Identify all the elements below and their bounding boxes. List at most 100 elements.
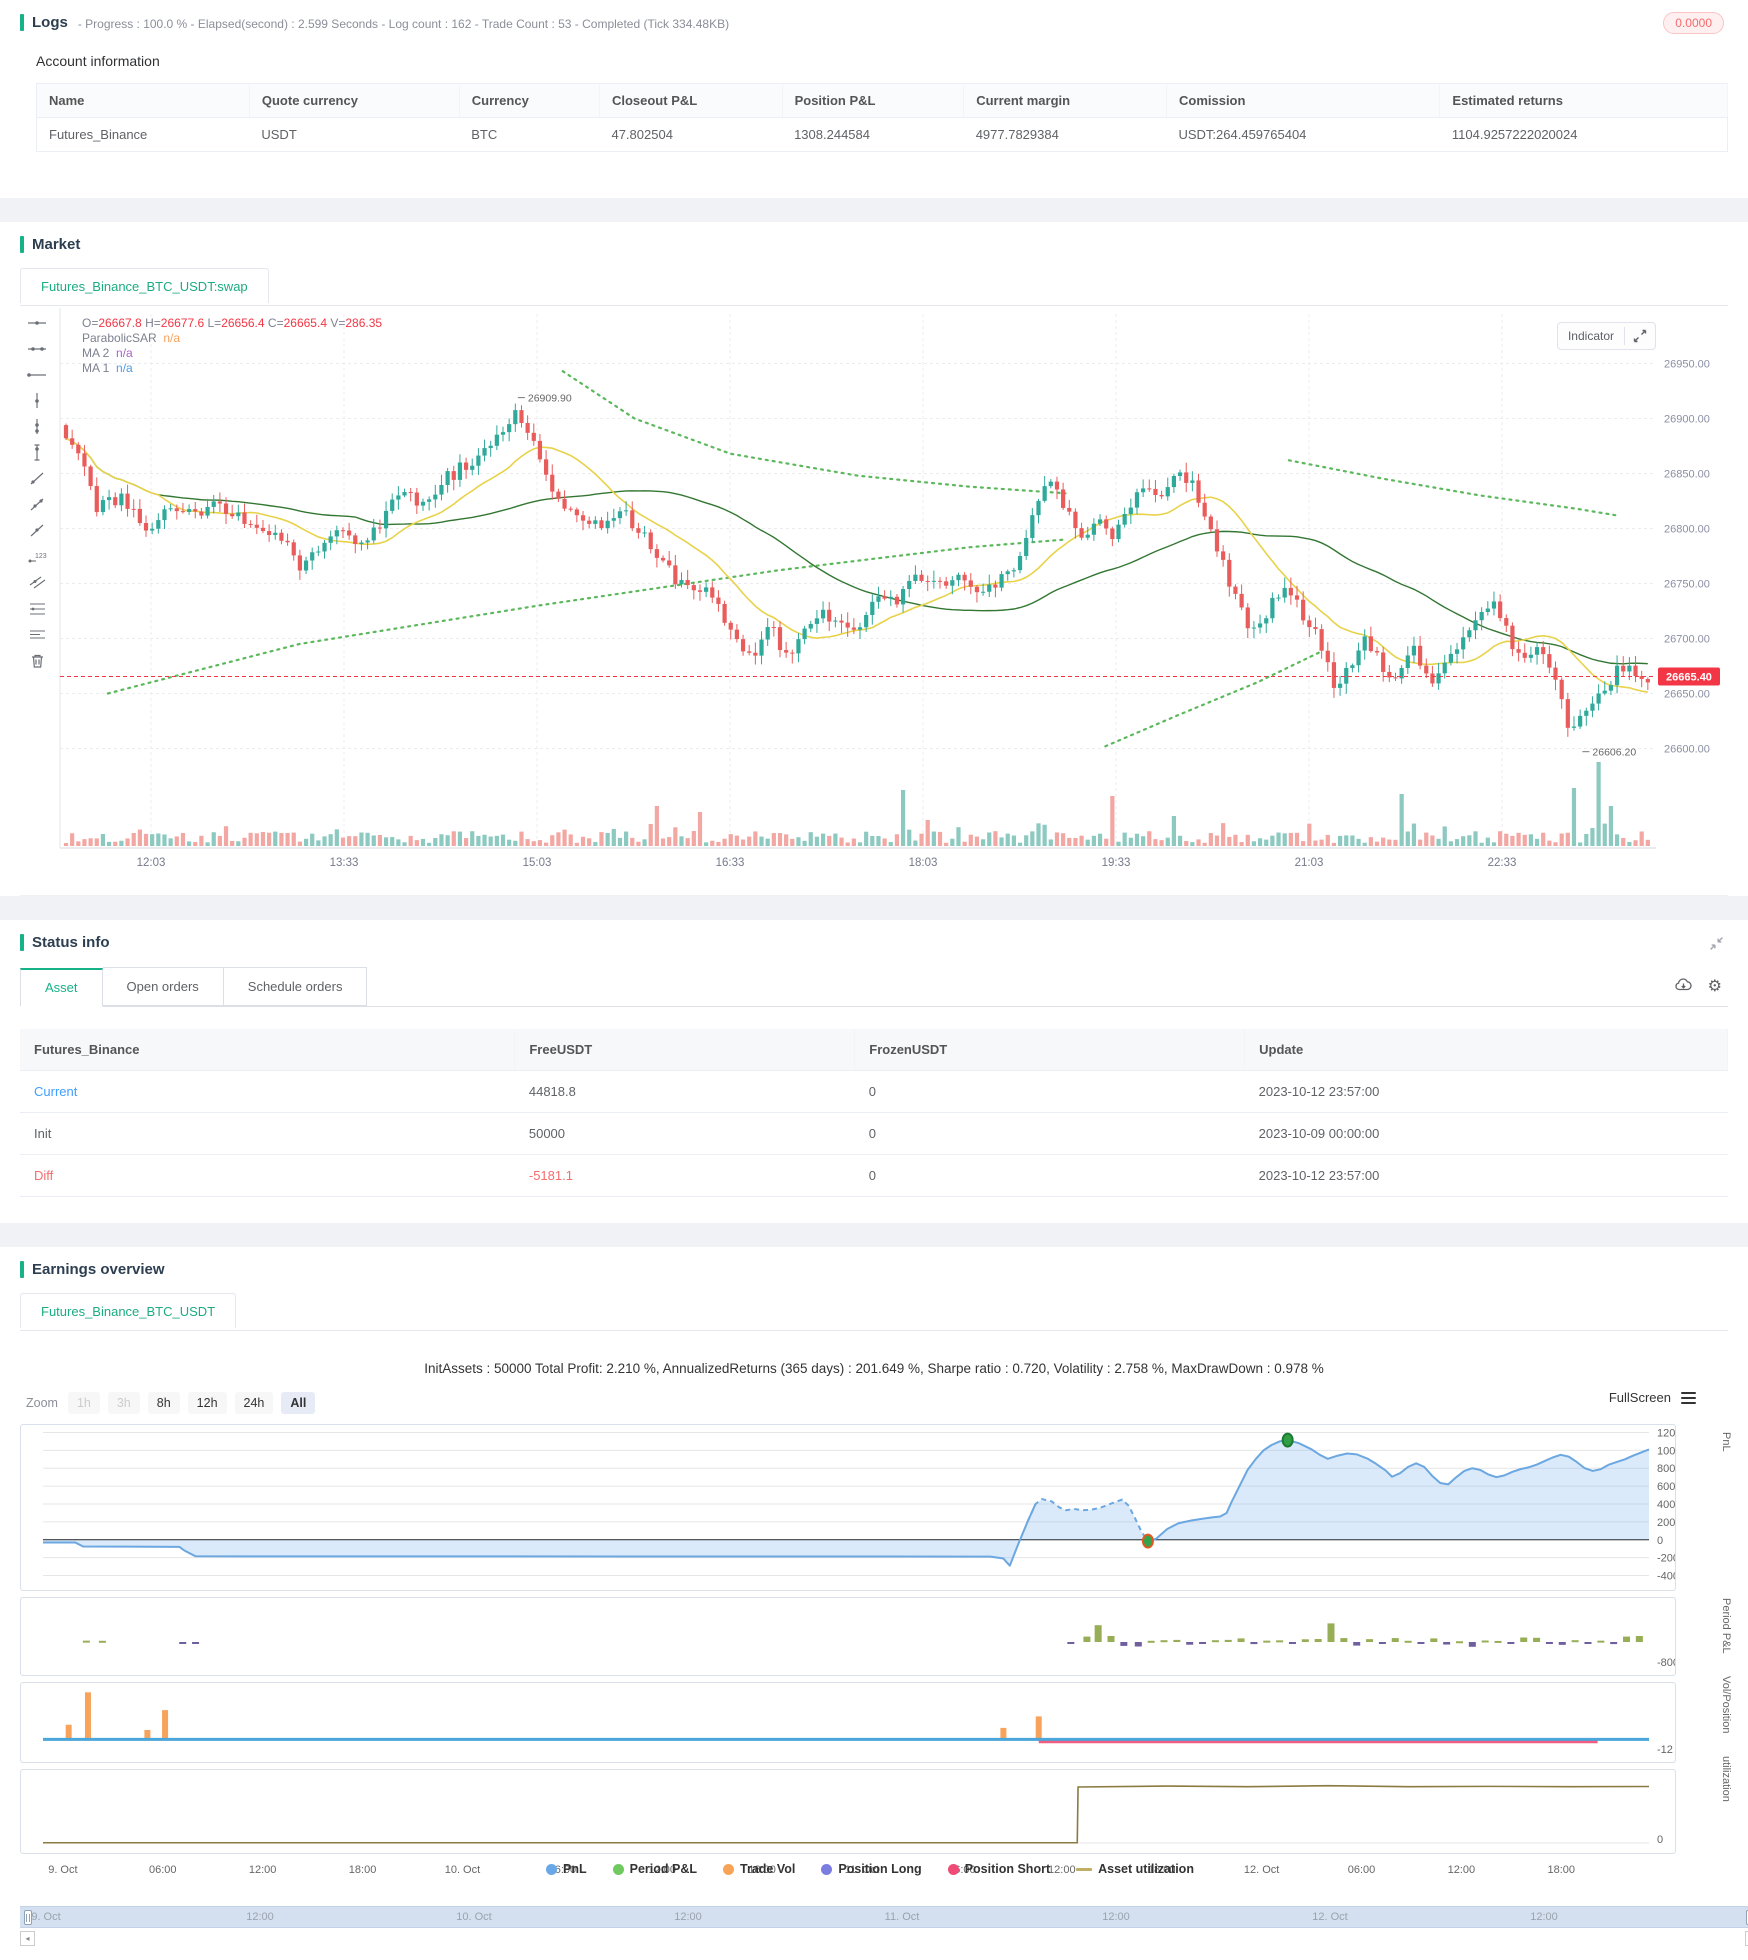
parabolic-sar-legend: ParabolicSAR n/a (82, 331, 181, 345)
svg-text:26700.00: 26700.00 (1664, 634, 1710, 646)
navigator-label: 10. Oct (456, 1911, 492, 1923)
x-tick-label: 9. Oct (48, 1864, 78, 1876)
legend-period-p-l[interactable]: Period P&L (612, 1862, 698, 1876)
asset-row-init: Init 50000 0 2023-10-09 00:00:00 (20, 1112, 1728, 1155)
legend-position-long[interactable]: Position Long (821, 1862, 922, 1876)
scroll-left-button[interactable]: ◂ (20, 1931, 35, 1946)
candlestick-chart[interactable]: 26950.00 26900.00 26850.00 26800.00 26750.00… (56, 306, 1728, 891)
svg-text:21:03: 21:03 (1295, 857, 1324, 869)
legend-position-short[interactable]: Position Short (947, 1862, 1050, 1876)
utilization-panel[interactable]: 0 (20, 1769, 1676, 1854)
chart-menu-icon[interactable] (1681, 1389, 1696, 1407)
pnl-panel[interactable]: 1200 1000 800 600 400 200 0 -200 -400 (20, 1424, 1681, 1591)
x-tick-label: 12:00 (248, 1864, 277, 1876)
horizontal-line-icon[interactable] (26, 340, 48, 357)
x-tick-label: 12:00 (1048, 1864, 1076, 1876)
earnings-charts: 1200 1000 800 600 400 200 0 -200 -400 -800 -12 0… (20, 1424, 1748, 1880)
crosshair-icon[interactable] (26, 314, 48, 331)
legend-label: Asset utilization (1098, 1862, 1194, 1876)
ma1-legend: MA 1 n/a (82, 361, 133, 375)
range-navigator[interactable]: 9. Oct 12:00 10. Oct 12:00 11. Oct 12:00 12. O… (20, 1906, 1748, 1928)
navigator-label: 12. Oct (1312, 1911, 1348, 1923)
cloud-download-icon[interactable] (1675, 977, 1694, 997)
x-tick-label: 10. Oct (444, 1864, 481, 1876)
logs-progress-meta: - Progress : 100.0 % - Elapsed(second) :… (77, 16, 730, 31)
vertical-line-icon[interactable] (26, 392, 48, 409)
chart-legend-row: PnL Period P&L Trade Vol Position Long Posit… (20, 1862, 1720, 1876)
price-label-icon[interactable]: 123 (26, 548, 48, 565)
svg-text:-800: -800 (1657, 1657, 1675, 1669)
ohlc-legend-line: O=26667.8 H=26677.6 L=26656.4 C=26665.4 … (82, 316, 383, 330)
fullscreen-expand-icon[interactable] (1625, 329, 1655, 343)
status-tabs: Asset Open orders Schedule orders ⚙ (20, 967, 1728, 1007)
zoom-1h-button[interactable]: 1h (67, 1392, 100, 1414)
ray-line-icon[interactable] (26, 496, 48, 513)
legend-asset-utilization[interactable]: Asset utilization (1076, 1862, 1194, 1876)
earnings-tab-strip: Futures_Binance_BTC_USDT (20, 1292, 1728, 1331)
svg-text:15:03: 15:03 (523, 857, 552, 869)
legend-label: Period P&L (629, 1862, 698, 1876)
zoom-8h-button[interactable]: 8h (147, 1392, 180, 1414)
cell-name: Futures_Binance (36, 117, 250, 152)
segment-line-icon[interactable] (26, 522, 48, 539)
tab-schedule-orders[interactable]: Schedule orders (223, 967, 368, 1006)
ma2-legend: MA 2 n/a (82, 346, 133, 360)
vol-position-panel[interactable]: -12 (20, 1682, 1676, 1763)
zoom-24h-button[interactable]: 24h (234, 1392, 274, 1414)
legend-label: PnL (563, 1862, 587, 1876)
legend-marker-icon (612, 1863, 624, 1875)
fib-line-icon[interactable] (26, 600, 48, 617)
svg-text:13:33: 13:33 (330, 857, 359, 869)
svg-text:600: 600 (1657, 1481, 1675, 1493)
tab-open-orders[interactable]: Open orders (102, 967, 224, 1006)
navigator-label: 11. Oct (884, 1911, 920, 1923)
indicator-button-label: Indicator (1567, 329, 1614, 343)
svg-text:19:33: 19:33 (1102, 857, 1131, 869)
tab-earnings-symbol[interactable]: Futures_Binance_BTC_USDT (20, 1293, 237, 1328)
period-pnl-panel[interactable]: -800 (20, 1597, 1679, 1676)
asset-table-header: Futures_Binance FreeUSDT FrozenUSDT Upda… (20, 1029, 1728, 1071)
col-free-usdt: FreeUSDT (514, 1029, 856, 1071)
svg-text:0: 0 (1657, 1535, 1663, 1547)
fullscreen-label: FullScreen (1608, 1390, 1671, 1406)
svg-text:1000: 1000 (1657, 1445, 1675, 1457)
svg-text:26900.00: 26900.00 (1664, 414, 1710, 426)
svg-text:26800.00: 26800.00 (1664, 524, 1710, 536)
legend-marker-icon (947, 1863, 959, 1875)
zoom-all-button[interactable]: All (281, 1392, 316, 1414)
zoom-3h-button[interactable]: 3h (107, 1392, 140, 1414)
section-accent-bar (20, 934, 24, 951)
current-link[interactable]: Current (34, 1084, 78, 1099)
settings-gear-icon[interactable]: ⚙ (1707, 978, 1722, 995)
vertical-segment-icon[interactable] (26, 418, 48, 435)
legend-marker-icon (821, 1863, 833, 1875)
svg-text:26665.40: 26665.40 (1666, 672, 1712, 684)
cell-quote-currency: USDT (249, 117, 460, 152)
svg-text:18:03: 18:03 (909, 857, 938, 869)
zoom-12h-button[interactable]: 12h (187, 1392, 227, 1414)
x-tick-label: 11. Oct (844, 1864, 880, 1876)
legend-trade-vol[interactable]: Trade Vol (723, 1862, 795, 1876)
tab-asset[interactable]: Asset (20, 968, 103, 1007)
collapse-icon[interactable] (1709, 936, 1724, 956)
delete-icon[interactable] (26, 652, 48, 669)
col-currency: Currency (459, 83, 600, 118)
price-range-icon[interactable] (26, 444, 48, 461)
navigator-scrollbar[interactable]: ◂ ▸ (20, 1931, 1748, 1946)
section-accent-bar (20, 14, 24, 31)
x-tick-label: 06:00 (149, 1864, 177, 1876)
fullscreen-button[interactable]: FullScreen (1609, 1389, 1696, 1407)
legend-pnl[interactable]: PnL (546, 1862, 587, 1876)
col-estimated-returns: Estimated returns (1439, 83, 1728, 118)
parallel-line-icon[interactable] (26, 574, 48, 591)
navigator-label: 9. Oct (31, 1911, 61, 1923)
horizontal-ray-icon[interactable] (26, 366, 48, 383)
multi-line-icon[interactable] (26, 626, 48, 643)
asset-row-current: Current 44818.8 0 2023-10-12 23:57:00 (20, 1070, 1728, 1113)
indicator-button[interactable]: Indicator (1556, 322, 1656, 350)
x-tick-label: 12:00 (648, 1864, 676, 1876)
zoom-controls: Zoom 1h 3h 8h 12h 24h All (26, 1392, 1728, 1414)
trend-line-icon[interactable] (26, 470, 48, 487)
x-tick-label: 06:00 (1347, 1864, 1376, 1876)
tab-market-symbol[interactable]: Futures_Binance_BTC_USDT:swap (20, 268, 269, 303)
